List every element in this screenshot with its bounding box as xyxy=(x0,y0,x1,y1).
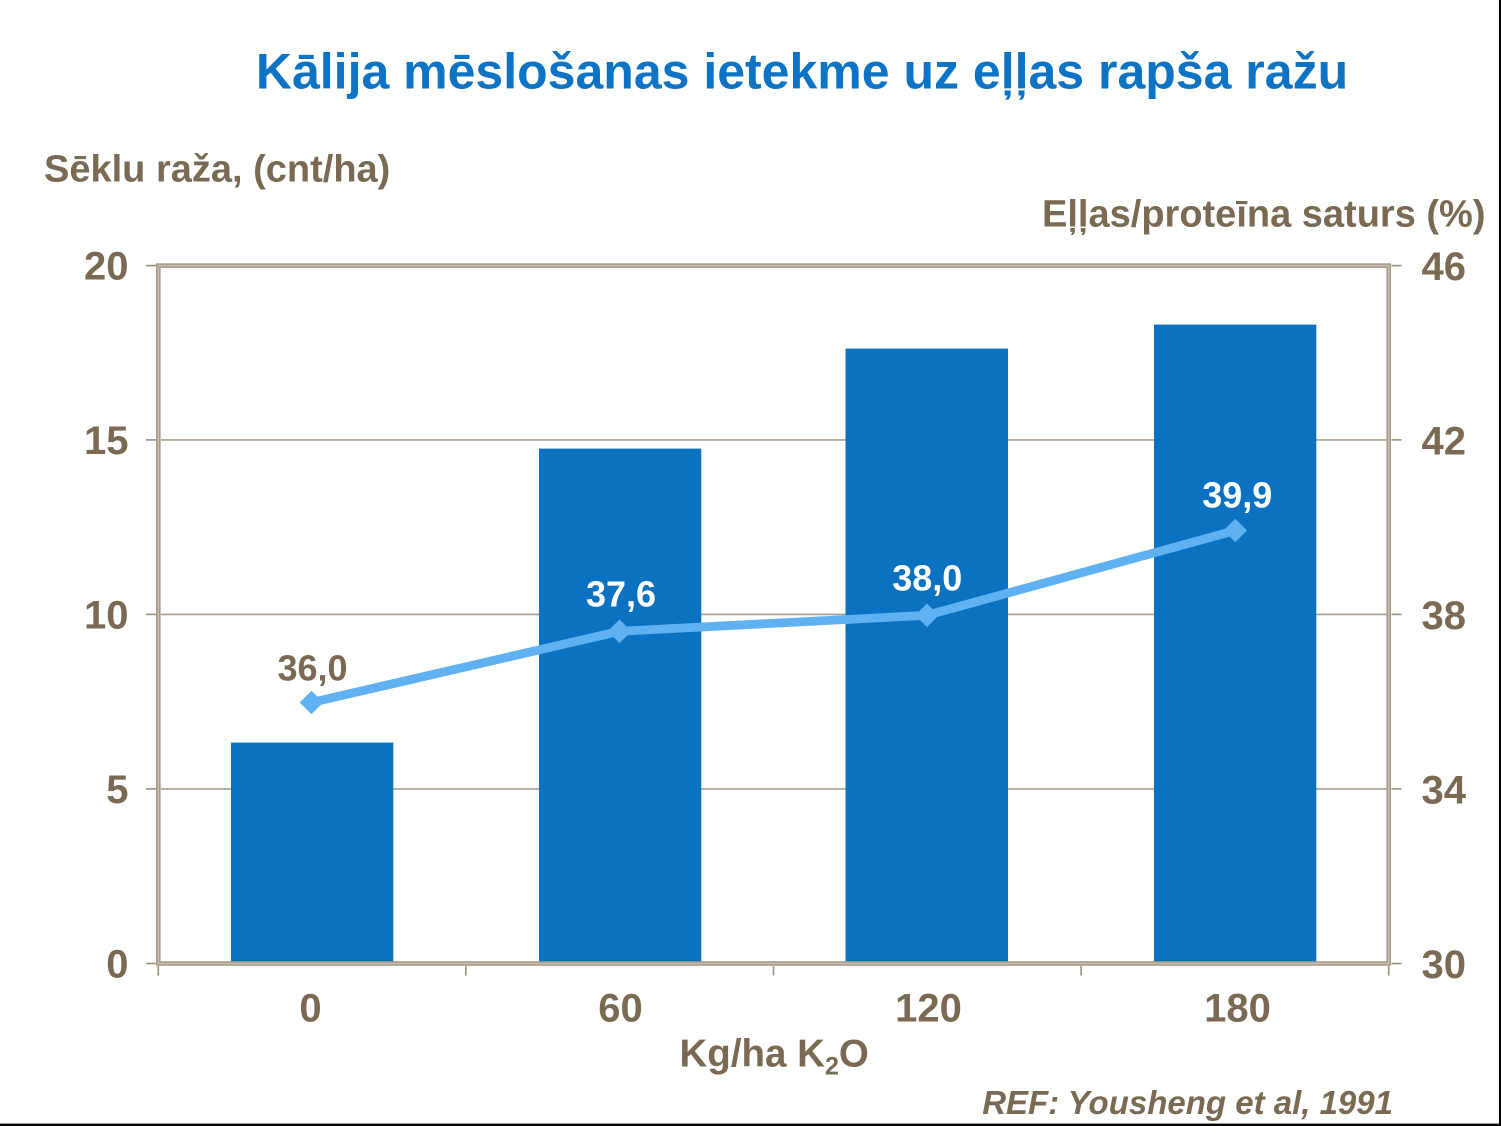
svg-text:5: 5 xyxy=(106,768,128,812)
svg-text:38,0: 38,0 xyxy=(892,558,962,599)
svg-text:120: 120 xyxy=(895,986,962,1030)
svg-text:15: 15 xyxy=(84,419,129,463)
svg-text:37,6: 37,6 xyxy=(586,574,656,615)
svg-text:20: 20 xyxy=(84,245,129,289)
svg-text:Sēklu raža, (cnt/ha): Sēklu raža, (cnt/ha) xyxy=(44,149,390,191)
svg-text:34: 34 xyxy=(1422,768,1467,812)
svg-text:46: 46 xyxy=(1422,245,1467,289)
svg-text:38: 38 xyxy=(1422,594,1467,638)
svg-text:0: 0 xyxy=(299,986,321,1030)
svg-text:60: 60 xyxy=(598,986,643,1030)
svg-text:10: 10 xyxy=(84,593,129,637)
svg-text:Eļļas/proteīna saturs (%): Eļļas/proteīna saturs (%) xyxy=(1042,194,1485,236)
svg-text:Kg/ha K2O: Kg/ha K2O xyxy=(680,1033,869,1081)
svg-text:39,9: 39,9 xyxy=(1202,475,1272,516)
svg-text:0: 0 xyxy=(106,943,128,987)
svg-text:30: 30 xyxy=(1422,943,1467,987)
svg-text:180: 180 xyxy=(1204,986,1271,1030)
svg-text:REF: Yousheng et al, 1991: REF: Yousheng et al, 1991 xyxy=(982,1084,1393,1121)
svg-text:42: 42 xyxy=(1422,419,1467,463)
svg-text:Kālija mēslošanas ietekme uz e: Kālija mēslošanas ietekme uz eļļas rapša… xyxy=(256,44,1348,100)
svg-text:36,0: 36,0 xyxy=(277,648,347,689)
